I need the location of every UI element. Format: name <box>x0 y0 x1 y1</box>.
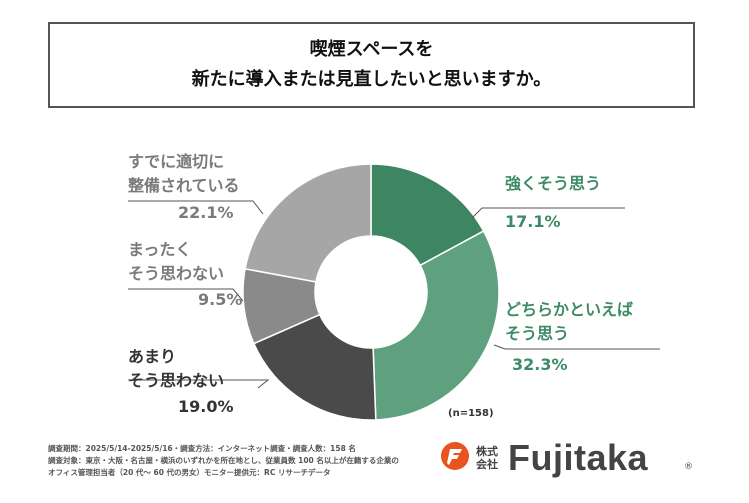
sample-size-label: (n=158) <box>448 408 494 419</box>
leader-line-strongly-agree <box>471 207 625 219</box>
chart-title-line1: 喫煙スペースを <box>309 39 434 60</box>
fujitaka-logo-icon <box>441 442 469 470</box>
slice-value-somewhat-agree: 32.3% <box>512 355 568 374</box>
logo-registered-mark: ® <box>684 462 693 472</box>
survey-footer: 調査期間：2025/5/14-2025/5/16・調査方法：インターネット調査・… <box>48 443 399 479</box>
slice-label-not-really: あまり そう思わない <box>128 347 225 390</box>
donut-slice-somewhat-agree <box>372 230 500 421</box>
logo-name: Fujitaka <box>508 437 649 478</box>
footer-line1: 調査期間：2025/5/14-2025/5/16・調査方法：インターネット調査・… <box>48 444 356 453</box>
slice-value-not-at-all: 9.5% <box>198 290 243 309</box>
slice-label-strongly-agree: 強くそう思う <box>505 174 602 193</box>
leader-line-not-at-all <box>128 288 244 302</box>
slice-value-already-adequate: 22.1% <box>178 203 234 222</box>
chart-title-box: 喫煙スペースを 新たに導入または見直したいと思いますか。 <box>48 22 695 108</box>
slice-value-not-really: 19.0% <box>178 397 234 416</box>
slice-label-already-adequate: すでに適切に 整備されている <box>128 152 240 195</box>
footer-line3: オフィス管理担当者（20 代～ 60 代の男女）モニター提供元：RC リサーチデ… <box>48 468 331 477</box>
donut-slice-not-really <box>252 313 377 421</box>
donut-slice-strongly-agree <box>370 163 485 267</box>
slice-label-somewhat-agree: どちらかといえば そう思う <box>505 300 634 343</box>
leader-line-somewhat-agree <box>493 344 660 350</box>
chart-title-line2: 新たに導入または見直したいと思いますか。 <box>191 69 552 90</box>
slice-value-strongly-agree: 17.1% <box>505 212 561 231</box>
logo-company-type: 株式会社 <box>476 445 498 471</box>
leader-line-not-really <box>128 379 270 389</box>
footer-line2: 調査対象：東京・大阪・名古屋・横浜のいずれかを所在地とし、従業員数 100 名以… <box>48 456 399 465</box>
leader-line-already-adequate <box>128 200 264 215</box>
slice-label-not-at-all: まったく そう思わない <box>128 240 225 283</box>
donut-slice-already-adequate <box>244 163 372 283</box>
